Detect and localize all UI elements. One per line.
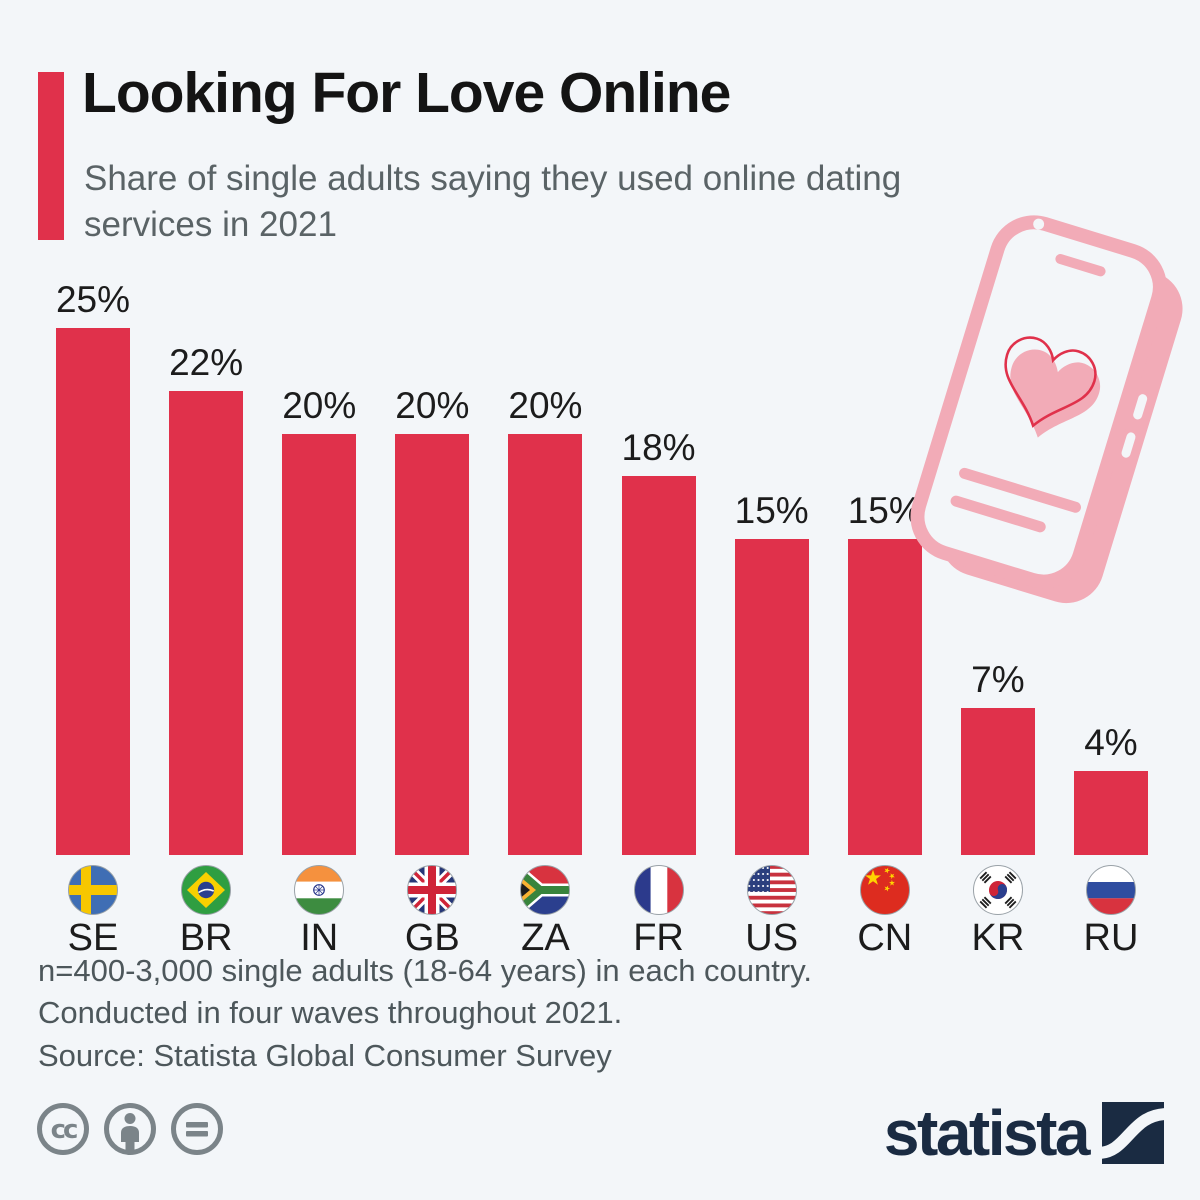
footnote: n=400-3,000 single adults (18-64 years) … xyxy=(38,950,812,1033)
bar-column: 20% IN xyxy=(282,385,356,961)
bar xyxy=(1073,771,1148,855)
phone-notch xyxy=(1055,254,1106,277)
uk-flag-icon xyxy=(407,865,458,915)
country-code: ZA xyxy=(521,917,570,959)
russia-flag-icon xyxy=(1085,865,1136,915)
south-korea-flag-icon xyxy=(972,865,1023,915)
sweden-flag-icon xyxy=(68,865,118,915)
bar xyxy=(960,708,1035,855)
phone-side-button xyxy=(1133,394,1148,420)
bar-value-label: 20% xyxy=(395,385,470,426)
usa-flag-icon xyxy=(746,865,797,915)
bar-column: 15% CN xyxy=(848,490,922,961)
bar-column: 7% KR xyxy=(960,659,1035,961)
country-code: KR xyxy=(971,917,1025,959)
bar xyxy=(56,328,130,855)
statista-logo-icon xyxy=(1102,1102,1164,1164)
bar-value-label: 18% xyxy=(621,427,696,468)
footnote-line-1: n=400-3,000 single adults (18-64 years) … xyxy=(38,953,813,988)
country-code: US xyxy=(745,917,799,959)
statista-wordmark: statista xyxy=(883,1097,1091,1169)
footnote-line-2: Conducted in four waves throughout 2021. xyxy=(38,994,623,1030)
creative-commons-icon: cc xyxy=(37,1103,89,1155)
bar-column: 18% FR xyxy=(622,427,696,961)
license-icons: cc xyxy=(36,1102,224,1156)
source-line: Source: Statista Global Consumer Survey xyxy=(38,1038,612,1073)
country-code: GB xyxy=(404,917,460,959)
no-derivatives-icon xyxy=(171,1103,223,1155)
country-code: CN xyxy=(857,917,913,959)
france-flag-icon xyxy=(633,865,684,915)
bar-column: 15% US xyxy=(735,490,809,961)
bar-column: 25% SE xyxy=(56,279,130,961)
bar-value-label: 20% xyxy=(282,385,357,426)
bar xyxy=(169,391,244,855)
bar xyxy=(621,476,696,855)
bar-column: 4% RU xyxy=(1073,722,1148,961)
page-title: Looking For Love Online xyxy=(82,61,731,125)
bar-value-label: 25% xyxy=(55,279,131,320)
country-code: IN xyxy=(300,917,339,959)
bar xyxy=(847,539,922,855)
country-code: RU xyxy=(1083,917,1139,959)
bar-value-label: 4% xyxy=(1084,722,1138,763)
bar-value-label: 22% xyxy=(169,342,244,383)
brazil-flag-icon xyxy=(181,865,232,915)
bar-column: 20% ZA xyxy=(508,385,582,961)
attribution-icon xyxy=(104,1103,156,1155)
bar xyxy=(508,434,583,855)
phone-side-button xyxy=(1121,432,1136,458)
bar xyxy=(282,434,357,855)
svg-text:cc: cc xyxy=(51,1115,77,1145)
bar-value-label: 15% xyxy=(847,490,922,531)
china-flag-icon xyxy=(859,865,910,915)
statista-branding: statista xyxy=(884,1096,1164,1170)
bar xyxy=(395,434,470,855)
phone-camera-dot xyxy=(1033,218,1045,230)
bar xyxy=(734,539,809,855)
bar-column: 22% BR xyxy=(169,342,243,961)
bar-value-label: 15% xyxy=(734,490,809,531)
smartphone-heart-illustration xyxy=(910,215,1183,604)
country-code: BR xyxy=(179,917,233,959)
bar-column: 20% GB xyxy=(395,385,469,961)
heart-icon xyxy=(1010,349,1101,438)
bar-value-label: 20% xyxy=(508,385,583,426)
india-flag-icon xyxy=(294,865,345,915)
bar-value-label: 7% xyxy=(971,659,1025,700)
country-code: SE xyxy=(67,917,119,959)
heart-outline-icon xyxy=(1004,336,1097,428)
country-code: FR xyxy=(633,917,684,959)
title-accent-bar xyxy=(38,72,64,240)
page-subtitle: Share of single adults saying they used … xyxy=(84,159,902,245)
bar-columns: 25% SE 22% BR 20% IN 20% GB 20% ZA 18% F… xyxy=(56,270,1148,961)
south-africa-flag-icon xyxy=(520,865,571,915)
